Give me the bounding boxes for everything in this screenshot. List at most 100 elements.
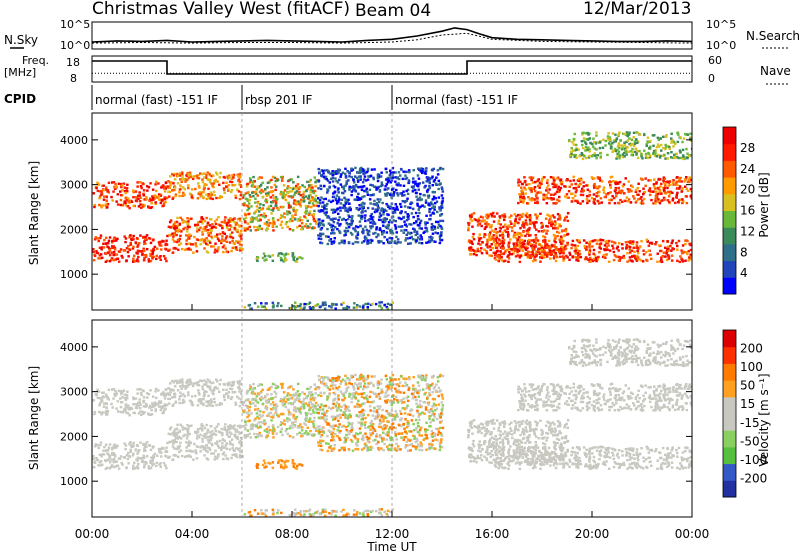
power-cell — [477, 236, 480, 239]
power-cell — [384, 192, 387, 196]
power-cell — [284, 258, 287, 262]
power-cell — [281, 196, 284, 199]
power-cell — [315, 204, 318, 207]
velocity-cell — [200, 398, 203, 401]
power-cell — [336, 222, 339, 225]
power-cell — [582, 139, 585, 143]
power-cell — [490, 243, 493, 246]
power-cell — [519, 213, 522, 217]
power-cell — [123, 186, 127, 189]
velocity-cell — [228, 381, 231, 384]
power-cell — [559, 178, 563, 181]
power-cell — [441, 219, 445, 223]
power-cell — [548, 217, 552, 220]
power-cell — [516, 240, 519, 243]
power-cell — [178, 222, 182, 226]
power-cell — [248, 193, 252, 197]
velocity-cell — [210, 381, 214, 385]
power-cell — [235, 221, 238, 225]
power-cell — [184, 180, 187, 183]
power-cell — [338, 231, 342, 235]
velocity-cell — [205, 449, 208, 452]
velocity-cell — [113, 443, 116, 446]
power-cell — [220, 195, 223, 199]
power-cell — [394, 227, 398, 231]
power-cell — [607, 239, 611, 243]
power-cell — [257, 177, 260, 180]
power-cell — [150, 202, 153, 205]
power-cell — [425, 167, 428, 170]
power-cell — [357, 175, 361, 178]
power-cell — [507, 224, 510, 227]
power-cell — [99, 236, 102, 240]
power-cell — [398, 217, 401, 220]
power-cell — [540, 254, 543, 257]
power-cell — [617, 259, 621, 262]
power-cell — [614, 140, 617, 143]
power-cell — [675, 176, 679, 179]
power-cell — [557, 185, 560, 188]
velocity-cell — [238, 387, 242, 390]
power-cell — [631, 185, 634, 189]
power-cell — [591, 154, 595, 157]
power-cell — [223, 176, 226, 179]
velocity-cell — [232, 391, 235, 394]
power-cell — [361, 209, 364, 212]
power-cell — [670, 259, 674, 262]
power-cell — [668, 192, 672, 195]
power-cell — [373, 203, 377, 206]
power-cell — [324, 301, 327, 304]
power-cell — [242, 193, 246, 197]
power-cell — [207, 194, 210, 197]
power-cell — [362, 229, 365, 233]
velocity-cell — [132, 411, 135, 415]
power-cell — [546, 229, 549, 232]
power-cell — [402, 216, 405, 219]
velocity-cell — [203, 426, 207, 430]
velocity-cell — [103, 445, 106, 449]
power-cell — [334, 217, 337, 220]
power-cell — [147, 260, 151, 263]
power-cell — [214, 222, 218, 226]
power-cell — [587, 133, 590, 136]
power-cell — [346, 305, 349, 308]
power-cell — [243, 220, 247, 223]
power-cell — [211, 197, 215, 201]
power-cell — [360, 188, 364, 192]
power-cell — [552, 193, 555, 196]
power-cell — [320, 227, 324, 230]
power-cell — [182, 193, 186, 196]
power-cell — [225, 223, 229, 226]
power-cell — [520, 191, 524, 195]
power-cell — [375, 203, 378, 207]
velocity-cell — [147, 467, 151, 470]
power-cell — [648, 189, 652, 192]
power-cell — [656, 143, 660, 146]
velocity-cell — [152, 454, 155, 458]
power-cell — [636, 186, 640, 190]
power-cell — [218, 183, 221, 186]
power-cell — [268, 179, 272, 183]
power-cell — [232, 241, 235, 245]
velocity-cell — [225, 442, 228, 445]
power-cell — [248, 198, 252, 202]
velocity-cell — [231, 425, 234, 428]
power-cell — [418, 196, 422, 199]
cpid-panel: CPID normal (fast) -151 IF rbsp 201 IF nor… — [4, 85, 518, 110]
power-cell — [394, 171, 397, 174]
power-cell — [646, 259, 649, 262]
power-cell — [533, 180, 537, 184]
power-cell — [396, 241, 400, 244]
power-cell — [312, 215, 315, 218]
power-cell — [645, 238, 649, 241]
power-cell — [421, 171, 424, 175]
velocity-cell — [200, 402, 203, 405]
power-cell — [246, 208, 249, 212]
velocity-cell — [184, 427, 188, 431]
power-cell — [256, 194, 259, 197]
power-cell — [538, 186, 541, 189]
power-cell — [332, 228, 335, 231]
power-cell — [625, 243, 629, 247]
power-cell — [539, 212, 542, 215]
velocity-cell — [173, 447, 176, 450]
